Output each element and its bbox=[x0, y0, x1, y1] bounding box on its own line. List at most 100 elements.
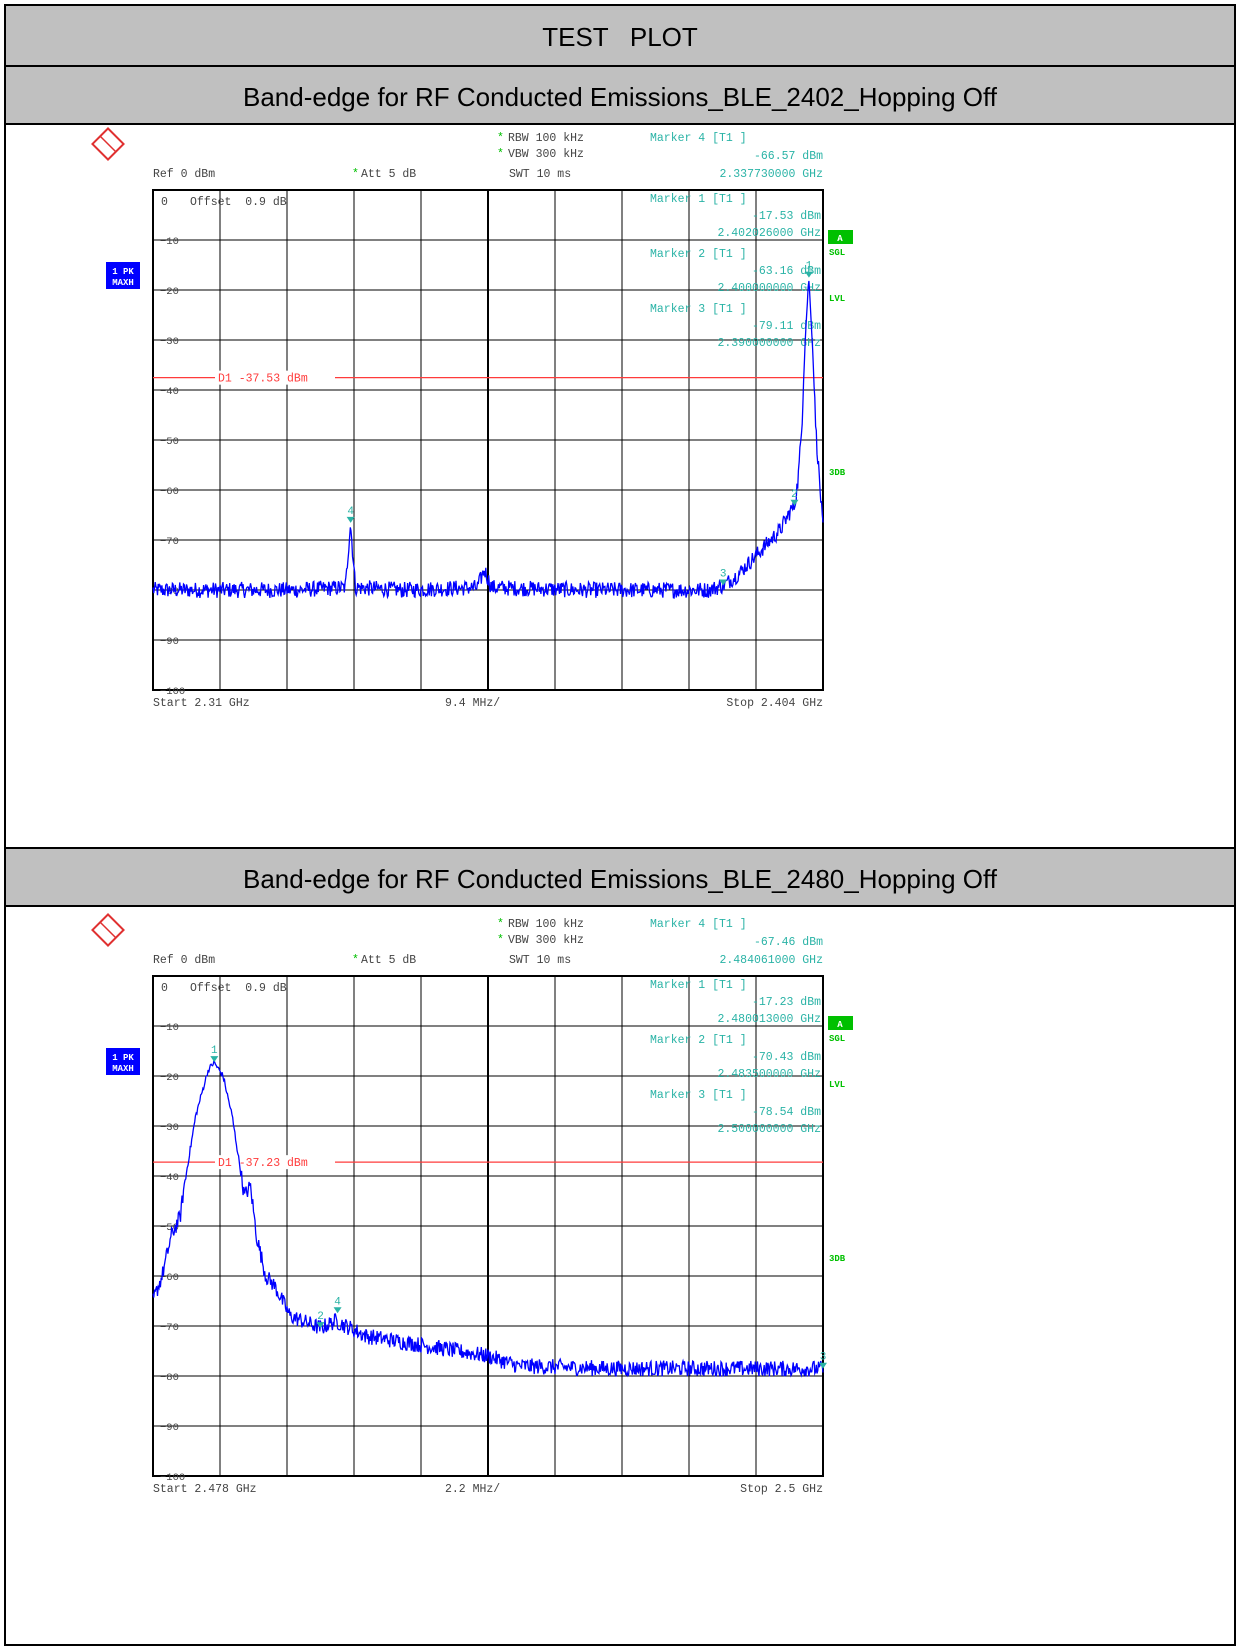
y-tick-label: −40 bbox=[160, 386, 179, 398]
att-star: * bbox=[352, 168, 359, 181]
trace-mode-label: 1 PK bbox=[112, 267, 134, 277]
sgl-label: SGL bbox=[829, 1034, 845, 1044]
rs-logo-line bbox=[99, 135, 117, 153]
marker-triangle bbox=[790, 499, 799, 506]
marker-table-freq: 2.500000000 GHz bbox=[717, 1123, 821, 1136]
title-row-bg bbox=[6, 6, 1234, 66]
y-tick-label: −60 bbox=[160, 486, 179, 498]
section-1-header-bg bbox=[6, 67, 1234, 123]
y-tick-label: −90 bbox=[160, 1422, 179, 1434]
display-line-label-bg bbox=[215, 370, 335, 385]
marker-table: Marker 1 [T1 ] -17.53 dBm 2.402026000 GHz M… bbox=[650, 193, 821, 350]
marker-table-freq: 2.483500000 GHz bbox=[717, 1068, 821, 1081]
analyzer-plot-2: * RBW 100 kHz * VBW 300 kHz SWT 10 ms Re… bbox=[91, 913, 853, 1496]
marker-symbols: 1 2 3 4 bbox=[346, 261, 813, 586]
marker-table-title: Marker 3 [T1 ] bbox=[650, 303, 747, 316]
trace-badge bbox=[106, 1048, 140, 1075]
section-2-header-bg bbox=[6, 849, 1234, 905]
lvl-label: LVL bbox=[829, 294, 845, 304]
trace-line bbox=[152, 280, 824, 600]
marker-table-level: -17.53 dBm bbox=[752, 210, 821, 223]
y-tick-labels: −10−20−30−40−50−60−70−80−90−100 bbox=[160, 1022, 185, 1484]
start-freq: Start 2.31 GHz bbox=[153, 697, 250, 710]
marker-table-level: -17.23 dBm bbox=[752, 996, 821, 1009]
vbw-label: VBW 300 kHz bbox=[508, 934, 584, 947]
y-tick-label: −40 bbox=[160, 1172, 179, 1184]
marker-number: 4 bbox=[334, 1296, 341, 1308]
marker4-freq: 2.337730000 GHz bbox=[719, 168, 823, 181]
stop-freq: Stop 2.5 GHz bbox=[740, 1483, 823, 1496]
att-label: Att 5 dB bbox=[361, 168, 416, 181]
att-star: * bbox=[352, 954, 359, 967]
y-tick-label: −100 bbox=[160, 1472, 185, 1484]
marker-table: Marker 1 [T1 ] -17.23 dBm 2.480013000 GHz M… bbox=[650, 979, 821, 1136]
display-line-label: D1 -37.23 dBm bbox=[218, 1157, 308, 1170]
ref-level: Ref 0 dBm bbox=[153, 954, 215, 967]
marker-symbols: 1 2 3 4 bbox=[210, 1045, 827, 1369]
lvl-label: LVL bbox=[829, 1080, 845, 1090]
3db-label: 3DB bbox=[829, 468, 846, 478]
rbw-label: RBW 100 kHz bbox=[508, 132, 584, 145]
display-line: D1 -37.23 dBm bbox=[153, 1155, 823, 1170]
marker-table-title: Marker 2 [T1 ] bbox=[650, 1034, 747, 1047]
marker4-title: Marker 4 [T1 ] bbox=[650, 132, 747, 145]
att-label: Att 5 dB bbox=[361, 954, 416, 967]
marker-number: 4 bbox=[347, 506, 354, 518]
marker-table-freq: 2.400000000 GHz bbox=[717, 282, 821, 295]
marker-number: 3 bbox=[820, 1352, 827, 1364]
trace-hold-label: MAXH bbox=[112, 1064, 134, 1074]
y-tick-label: −30 bbox=[160, 336, 179, 348]
marker-triangle bbox=[804, 271, 813, 278]
marker-triangle bbox=[333, 1307, 342, 1314]
y-tick-label: −60 bbox=[160, 1272, 179, 1284]
section-2-title: Band-edge for RF Conducted Emissions_BLE… bbox=[243, 864, 998, 894]
rs-logo bbox=[91, 913, 125, 947]
marker-table-level: -70.43 dBm bbox=[752, 1051, 821, 1064]
vbw-star: * bbox=[497, 934, 504, 947]
y-tick-label: −10 bbox=[160, 1022, 179, 1034]
ref-level: Ref 0 dBm bbox=[153, 168, 215, 181]
marker-triangle bbox=[210, 1056, 219, 1063]
marker-triangle bbox=[719, 579, 728, 586]
section-1-title: Band-edge for RF Conducted Emissions_BLE… bbox=[243, 82, 998, 112]
y-tick-label: −20 bbox=[160, 286, 179, 298]
marker-table-level: -63.16 dBm bbox=[752, 265, 821, 278]
y-tick-label: −100 bbox=[160, 686, 185, 698]
status-a-badge bbox=[828, 230, 853, 244]
marker4-title: Marker 4 [T1 ] bbox=[650, 918, 747, 931]
rbw-label: RBW 100 kHz bbox=[508, 918, 584, 931]
y-tick-label: −80 bbox=[160, 1372, 179, 1384]
marker-table-freq: 2.390000000 GHz bbox=[717, 337, 821, 350]
marker-number: 3 bbox=[720, 569, 727, 581]
marker-number: 1 bbox=[806, 261, 813, 273]
span-per-div: 2.2 MHz/ bbox=[445, 1483, 500, 1496]
sgl-label: SGL bbox=[829, 248, 845, 258]
marker-table-level: -79.11 dBm bbox=[752, 320, 821, 333]
offset-label: Offset 0.9 dB bbox=[190, 982, 287, 995]
marker-table-title: Marker 2 [T1 ] bbox=[650, 248, 747, 261]
marker4-freq: 2.484061000 GHz bbox=[719, 954, 823, 967]
marker4-level: -66.57 dBm bbox=[754, 150, 823, 163]
status-a-badge bbox=[828, 1016, 853, 1030]
analyzer-plot-1: * RBW 100 kHz * VBW 300 kHz SWT 10 ms Re… bbox=[91, 127, 853, 710]
marker-table-title: Marker 3 [T1 ] bbox=[650, 1089, 747, 1102]
status-a-label: A bbox=[837, 234, 843, 244]
display-line-label: D1 -37.53 dBm bbox=[218, 373, 308, 386]
trace-badge bbox=[106, 262, 140, 289]
start-freq: Start 2.478 GHz bbox=[153, 1483, 257, 1496]
report-title: TEST PLOT bbox=[542, 22, 698, 52]
marker-table-level: -78.54 dBm bbox=[752, 1106, 821, 1119]
swt-label: SWT 10 ms bbox=[509, 954, 571, 967]
marker-triangle bbox=[819, 1362, 827, 1369]
display-line: D1 -37.53 dBm bbox=[153, 370, 823, 386]
marker-table-title: Marker 1 [T1 ] bbox=[650, 193, 747, 206]
marker4-level: -67.46 dBm bbox=[754, 936, 823, 949]
trace-mode-label: 1 PK bbox=[112, 1053, 134, 1063]
grid bbox=[153, 976, 823, 1476]
y-tick-label: −20 bbox=[160, 1072, 179, 1084]
marker-table-freq: 2.480013000 GHz bbox=[717, 1013, 821, 1026]
rbw-star: * bbox=[497, 132, 504, 145]
marker-table-title: Marker 1 [T1 ] bbox=[650, 979, 747, 992]
rs-logo-line bbox=[99, 921, 117, 939]
swt-label: SWT 10 ms bbox=[509, 168, 571, 181]
